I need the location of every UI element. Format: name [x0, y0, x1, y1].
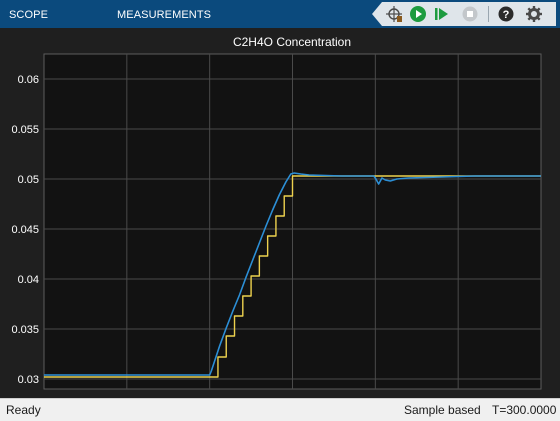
y-tick-label: 0.045	[11, 224, 39, 236]
toolbar-separator	[488, 6, 489, 22]
toolstrip: SCOPE MEASUREMENTS ?	[0, 0, 560, 28]
y-tick-label: 0.055	[11, 124, 39, 136]
step-forward-icon[interactable]	[432, 4, 452, 24]
series-line-setpoint	[44, 175, 541, 378]
y-tick-label: 0.03	[18, 374, 39, 386]
settings-icon[interactable]	[524, 4, 544, 24]
status-ready: Ready	[6, 403, 41, 417]
y-tick-label: 0.035	[11, 324, 39, 336]
run-icon[interactable]	[408, 4, 428, 24]
target-cursor-icon[interactable]	[384, 4, 404, 24]
status-sample-mode: Sample based	[404, 403, 481, 417]
scope-plot-area: C2H4O Concentration 0501001502002503000.…	[0, 28, 560, 408]
stop-icon[interactable]	[460, 4, 480, 24]
y-tick-label: 0.05	[18, 174, 39, 186]
y-tick-label: 0.06	[18, 74, 39, 86]
y-tick-label: 0.04	[18, 274, 39, 286]
series-line-measured	[44, 172, 541, 376]
status-simulation-time: T=300.0000	[492, 403, 557, 417]
scope-chart: C2H4O Concentration 0501001502002503000.…	[11, 35, 550, 408]
chart-title: C2H4O Concentration	[233, 35, 351, 49]
tab-scope[interactable]: SCOPE	[9, 9, 49, 21]
tab-measurements[interactable]: MEASUREMENTS	[117, 9, 212, 21]
status-bar: Ready Sample based T=300.0000	[0, 398, 560, 421]
help-icon[interactable]: ?	[496, 4, 516, 24]
svg-text:?: ?	[503, 9, 510, 21]
series-layer	[44, 172, 541, 378]
